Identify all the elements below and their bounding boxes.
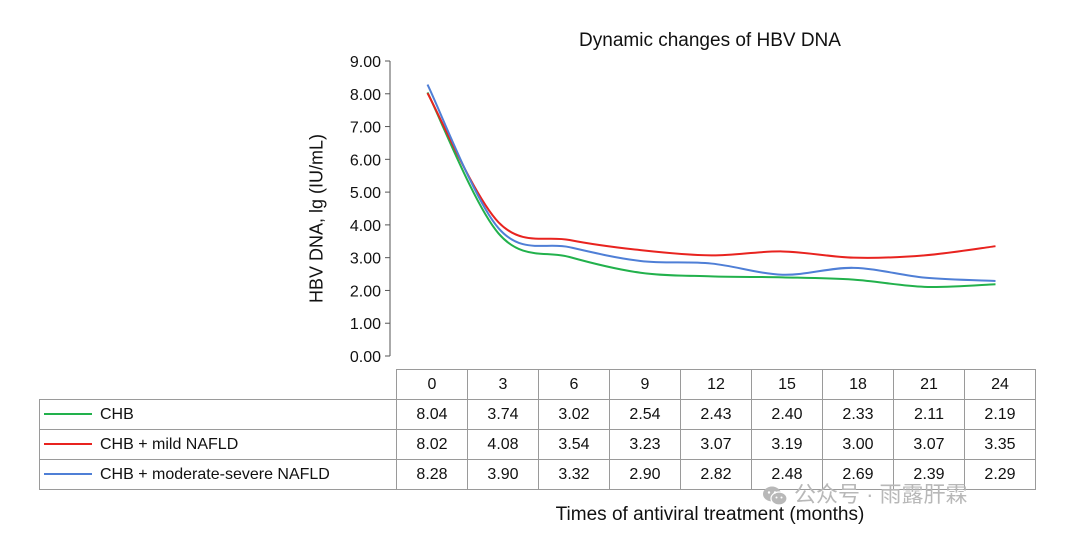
y-tick-label: 3.00 bbox=[350, 251, 381, 268]
series-line bbox=[426, 92, 996, 259]
data-value: 3.54 bbox=[538, 429, 610, 460]
x-tick-label: 15 bbox=[751, 369, 823, 400]
x-tick-label: 6 bbox=[538, 369, 610, 400]
data-table: 0 3 6 9 12 15 18 21 24 CHB 8.04 3.74 3.0… bbox=[39, 369, 1036, 490]
legend-entry: CHB bbox=[39, 399, 397, 430]
data-value: 8.28 bbox=[396, 459, 468, 490]
y-tick-label: 1.00 bbox=[350, 316, 381, 333]
legend-entry: CHB + mild NAFLD bbox=[39, 429, 397, 460]
watermark-text: 公众号 · 雨露肝霖 bbox=[794, 482, 968, 507]
data-value: 3.07 bbox=[680, 429, 752, 460]
y-tick-label: 2.00 bbox=[350, 283, 381, 300]
data-value: 2.39 bbox=[893, 459, 965, 490]
series-lines bbox=[426, 84, 996, 288]
x-tick-label: 3 bbox=[467, 369, 539, 400]
x-tick-label: 24 bbox=[964, 369, 1036, 400]
data-value: 2.48 bbox=[751, 459, 823, 490]
data-value: 2.33 bbox=[822, 399, 894, 430]
data-value: 2.11 bbox=[893, 399, 965, 430]
table-row-mild-nafld: CHB + mild NAFLD 8.02 4.08 3.54 3.23 3.0… bbox=[39, 429, 1036, 460]
series-line bbox=[426, 92, 996, 288]
y-tick-label: 0.00 bbox=[350, 349, 381, 366]
data-value: 3.35 bbox=[964, 429, 1036, 460]
x-axis-label: Times of antiviral treatment (months) bbox=[555, 504, 865, 525]
data-value: 8.02 bbox=[396, 429, 468, 460]
legend-entry: CHB + moderate-severe NAFLD bbox=[39, 459, 397, 490]
y-tick-label: 4.00 bbox=[350, 218, 381, 235]
legend-label: CHB bbox=[100, 405, 134, 423]
data-value: 3.74 bbox=[467, 399, 539, 430]
x-tick-label: 18 bbox=[822, 369, 894, 400]
data-value: 2.54 bbox=[609, 399, 681, 430]
y-tick-label: 9.00 bbox=[350, 54, 381, 71]
chart-title: Dynamic changes of HBV DNA bbox=[579, 30, 841, 51]
data-value: 3.07 bbox=[893, 429, 965, 460]
legend-label: CHB + mild NAFLD bbox=[100, 435, 239, 453]
data-value: 2.19 bbox=[964, 399, 1036, 430]
x-tick-label: 12 bbox=[680, 369, 752, 400]
data-value: 2.40 bbox=[751, 399, 823, 430]
y-tick-label: 8.00 bbox=[350, 87, 381, 104]
data-value: 3.19 bbox=[751, 429, 823, 460]
data-value: 3.00 bbox=[822, 429, 894, 460]
x-tick-label: 0 bbox=[396, 369, 468, 400]
y-axis: 0.00 1.00 2.00 3.00 4.00 5.00 6.00 7.00 8.00 9.00 bbox=[350, 54, 391, 366]
data-value: 2.82 bbox=[680, 459, 752, 490]
data-value: 3.23 bbox=[609, 429, 681, 460]
legend-swatch bbox=[44, 443, 92, 446]
legend-label: CHB + moderate-severe NAFLD bbox=[100, 465, 330, 483]
watermark: 公众号 · 雨露肝霖 bbox=[762, 477, 968, 509]
y-tick-label: 6.00 bbox=[350, 152, 381, 169]
data-value: 2.43 bbox=[680, 399, 752, 430]
data-value: 2.29 bbox=[964, 459, 1036, 490]
line-chart: 0.00 1.00 2.00 3.00 4.00 5.00 6.00 7.00 8.00 9.00 bbox=[350, 54, 996, 366]
data-value: 8.04 bbox=[396, 399, 468, 430]
legend-swatch bbox=[44, 473, 92, 476]
table-row-moderate-severe-nafld: CHB + moderate-severe NAFLD 8.28 3.90 3.… bbox=[39, 459, 1036, 490]
data-value: 3.02 bbox=[538, 399, 610, 430]
data-value: 3.90 bbox=[467, 459, 539, 490]
y-tick-label: 7.00 bbox=[350, 120, 381, 137]
table-row-chb: CHB 8.04 3.74 3.02 2.54 2.43 2.40 2.33 2… bbox=[39, 399, 1036, 430]
wechat-icon bbox=[763, 486, 788, 506]
table-corner-cell bbox=[39, 369, 397, 400]
data-value: 2.90 bbox=[609, 459, 681, 490]
table-header-row: 0 3 6 9 12 15 18 21 24 bbox=[39, 369, 1036, 400]
x-tick-label: 9 bbox=[609, 369, 681, 400]
series-line bbox=[426, 84, 996, 282]
data-value: 3.32 bbox=[538, 459, 610, 490]
y-tick-label: 5.00 bbox=[350, 185, 381, 202]
data-value: 2.69 bbox=[822, 459, 894, 490]
data-value: 4.08 bbox=[467, 429, 539, 460]
x-tick-label: 21 bbox=[893, 369, 965, 400]
legend-swatch bbox=[44, 413, 92, 416]
